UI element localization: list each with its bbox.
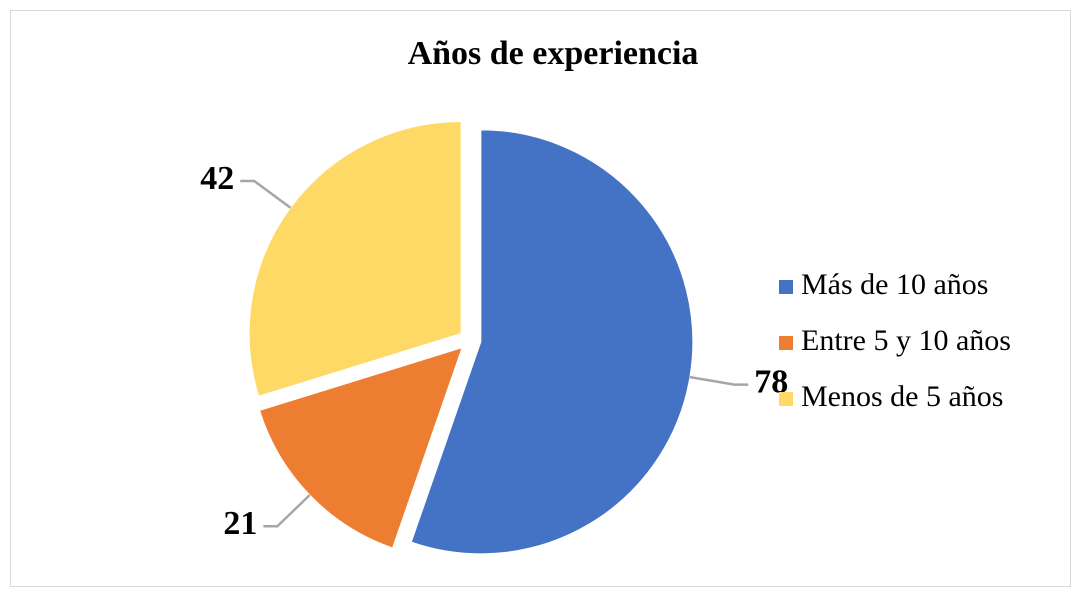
legend-swatch	[779, 336, 793, 350]
legend-label: Entre 5 y 10 años	[801, 324, 1011, 357]
pie-slice	[248, 120, 462, 397]
data-label: 42	[200, 160, 234, 197]
pie-slice	[258, 346, 463, 549]
chart-title: Años de experiencia	[408, 35, 699, 72]
leader-line	[240, 179, 292, 209]
leader-line	[689, 375, 749, 386]
legend-label: Menos de 5 años	[801, 380, 1003, 413]
data-label: 21	[223, 505, 257, 542]
legend-swatch	[779, 392, 793, 406]
legend-swatch	[779, 280, 793, 294]
leader-line	[263, 494, 311, 528]
pie-slice	[410, 129, 694, 555]
legend-label: Más de 10 años	[801, 268, 988, 301]
